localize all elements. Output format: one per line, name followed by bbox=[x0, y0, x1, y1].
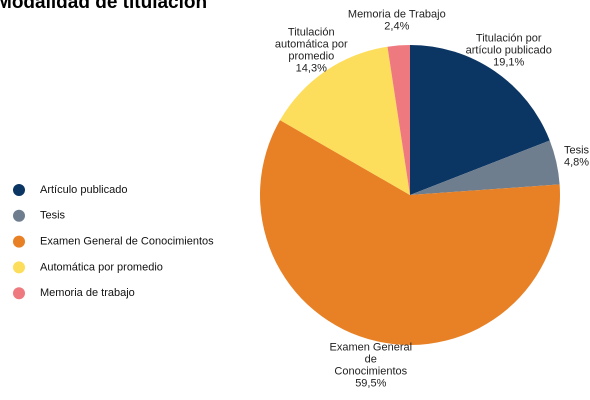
slice-label: Tesis bbox=[564, 145, 590, 157]
slice-label: promedio bbox=[288, 50, 334, 62]
pie-slice bbox=[387, 45, 410, 195]
slice-label: Titulación por bbox=[476, 32, 542, 44]
slice-label: Conocimientos bbox=[334, 365, 407, 377]
slice-label: Titulación bbox=[288, 26, 335, 38]
legend-label: Memoria de trabajo bbox=[40, 287, 135, 299]
legend-swatch bbox=[13, 209, 25, 222]
legend-swatch bbox=[13, 287, 25, 300]
legend-label: Examen General de Conocimientos bbox=[40, 236, 214, 248]
legend-swatch bbox=[13, 261, 25, 274]
value-label: 14,3% bbox=[296, 62, 327, 74]
slice-label: automática por bbox=[275, 38, 348, 50]
pie-slice bbox=[280, 46, 410, 195]
value-label: 2,4% bbox=[384, 20, 409, 32]
legend-label: Automática por promedio bbox=[40, 261, 163, 273]
pie-slice bbox=[410, 45, 550, 195]
value-label: 59,5% bbox=[355, 377, 386, 389]
slice-label: de bbox=[365, 353, 377, 365]
slice-label: artículo publicado bbox=[466, 44, 552, 56]
legend-label: Tesis bbox=[40, 210, 66, 222]
legend-swatch bbox=[13, 235, 25, 248]
chart-title: Modalidad de titulación bbox=[0, 0, 207, 13]
pie-slice bbox=[260, 120, 560, 345]
value-label: 4,8% bbox=[564, 157, 589, 169]
legend-label: Artículo publicado bbox=[40, 184, 127, 196]
slice-label: Examen General bbox=[330, 341, 413, 353]
value-label: 19,1% bbox=[493, 56, 524, 68]
legend-swatch bbox=[13, 184, 25, 196]
pie-slice bbox=[410, 140, 560, 195]
slice-label: Memoria de Trabajo bbox=[348, 8, 446, 20]
